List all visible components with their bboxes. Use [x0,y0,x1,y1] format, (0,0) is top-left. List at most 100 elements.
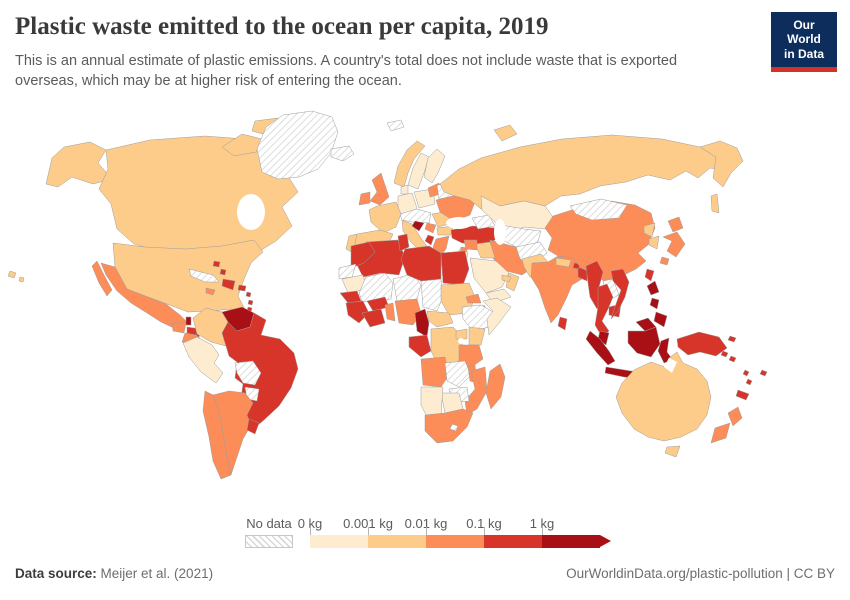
country-mongolia[interactable] [569,198,628,221]
country-uae[interactable] [501,274,512,283]
country-bulgaria[interactable] [436,225,454,236]
country-bahamas[interactable] [212,260,227,276]
country-north-korea[interactable] [643,222,656,238]
country-guinea[interactable] [345,300,370,324]
country-egypt[interactable] [440,250,470,286]
country-philippines[interactable] [646,280,668,328]
owid-logo[interactable]: Our World in Data [771,12,837,73]
country-greenland[interactable] [256,110,339,180]
country-australia-tasmania[interactable] [664,445,681,458]
legend-bucket-swatch-3[interactable] [484,535,542,548]
country-iceland[interactable] [330,145,355,162]
country-peru[interactable] [182,336,224,384]
country-solomon-islands[interactable] [720,350,737,363]
countries-layer [7,110,768,480]
owid-logo-line1: Our World [787,18,821,47]
country-cameroon[interactable] [414,308,430,338]
country-cote-divoire-ghana[interactable] [361,308,386,328]
country-united-states-hawaii[interactable] [7,270,25,283]
country-central-europe[interactable] [399,208,432,224]
country-russia-kamchatka[interactable] [699,140,744,188]
legend-tick-label-4: 1 kg [529,516,555,531]
country-guatemala[interactable] [171,322,187,334]
country-iraq[interactable] [474,241,496,259]
country-mali[interactable] [358,272,394,304]
legend-tick-label-1: 0.001 kg [343,516,393,531]
country-vanuatu[interactable] [742,369,753,386]
country-oman[interactable] [505,272,520,292]
legend-tick-label-3: 0.1 kg [466,516,502,531]
country-eritrea[interactable] [465,293,482,304]
country-togo-benin[interactable] [384,302,396,322]
country-tunisia[interactable] [397,233,410,252]
legend-bucket-swatch-4[interactable] [542,535,600,548]
country-france[interactable] [368,201,402,234]
country-mexico-baja[interactable] [91,260,113,297]
country-angola[interactable] [420,356,450,388]
legend-bucket-swatch-2[interactable] [426,535,484,548]
footer: Data source: Meijer et al. (2021) OurWor… [15,566,835,581]
country-kenya[interactable] [468,326,486,346]
legend-tick-label-0: 0 kg [297,516,323,531]
legend-tick [542,527,543,535]
legend-no-data-swatch[interactable] [245,535,293,548]
legend-tick [368,527,369,535]
country-united-kingdom[interactable] [369,172,390,206]
country-finland[interactable] [423,148,446,184]
country-china[interactable] [544,200,656,282]
country-bolivia[interactable] [234,360,262,386]
legend-bucket-swatch-1[interactable] [368,535,426,548]
country-serbia[interactable] [424,222,437,234]
country-svalbard[interactable] [386,119,405,132]
country-new-caledonia[interactable] [735,389,750,401]
country-fiji[interactable] [759,369,768,377]
country-new-zealand[interactable] [710,406,743,444]
country-lesotho[interactable] [449,423,459,432]
country-puerto-rico[interactable] [237,284,247,292]
country-lesser-antilles[interactable] [245,291,254,313]
country-taiwan[interactable] [644,268,655,282]
country-united-states[interactable] [45,141,113,188]
country-hispaniola[interactable] [221,278,236,291]
legend-bucket-swatch-0[interactable] [310,535,368,548]
country-uganda[interactable] [455,328,468,340]
owid-url-link[interactable]: OurWorldinData.org/plastic-pollution | C… [566,566,835,581]
chart-subtitle: This is an annual estimate of plastic em… [15,53,678,89]
country-new-guinea[interactable] [676,331,737,357]
country-senegal[interactable] [339,290,362,304]
country-sri-lanka[interactable] [557,316,568,331]
legend-tick [310,527,311,535]
country-cuba[interactable] [188,268,220,283]
country-libya[interactable] [400,245,442,282]
country-mozambique[interactable] [464,366,488,416]
country-somalia[interactable] [482,297,512,336]
country-ireland[interactable] [358,191,371,206]
country-south-africa[interactable] [424,408,474,444]
country-japan[interactable] [659,216,686,266]
country-belize[interactable] [185,316,192,326]
caspian-sea [494,219,506,245]
country-zambia[interactable] [444,360,472,388]
country-south-korea[interactable] [648,235,660,250]
country-russia-novaya-zemlya[interactable] [493,124,518,142]
country-jamaica[interactable] [205,287,216,296]
country-central-african-republic[interactable] [426,310,454,328]
country-argentina[interactable] [212,390,254,476]
country-syria[interactable] [463,239,478,251]
country-mexico[interactable] [100,262,188,330]
country-madagascar[interactable] [485,363,506,410]
country-australia[interactable] [615,351,712,442]
country-croatia[interactable] [411,220,425,232]
owid-logo-line2: in Data [783,46,824,61]
country-vietnam[interactable] [610,268,630,320]
country-russia-sakhalin[interactable] [710,193,720,214]
country-albania[interactable] [424,234,435,246]
country-gabon-congo[interactable] [408,334,432,358]
country-uruguay[interactable] [246,418,260,435]
country-norway[interactable] [393,140,426,188]
country-morocco[interactable] [350,241,376,269]
country-saudi-arabia[interactable] [469,257,510,294]
country-thailand[interactable] [594,283,614,338]
country-chad[interactable] [420,278,444,312]
country-nepal[interactable] [555,257,572,268]
